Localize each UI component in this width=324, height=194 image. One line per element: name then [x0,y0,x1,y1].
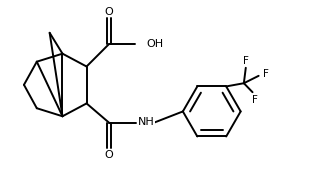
Text: F: F [263,69,269,79]
Text: O: O [105,7,113,17]
Text: OH: OH [146,39,163,49]
Text: F: F [252,95,258,105]
Text: O: O [105,150,113,160]
Text: NH: NH [138,117,155,127]
Text: F: F [244,56,249,66]
